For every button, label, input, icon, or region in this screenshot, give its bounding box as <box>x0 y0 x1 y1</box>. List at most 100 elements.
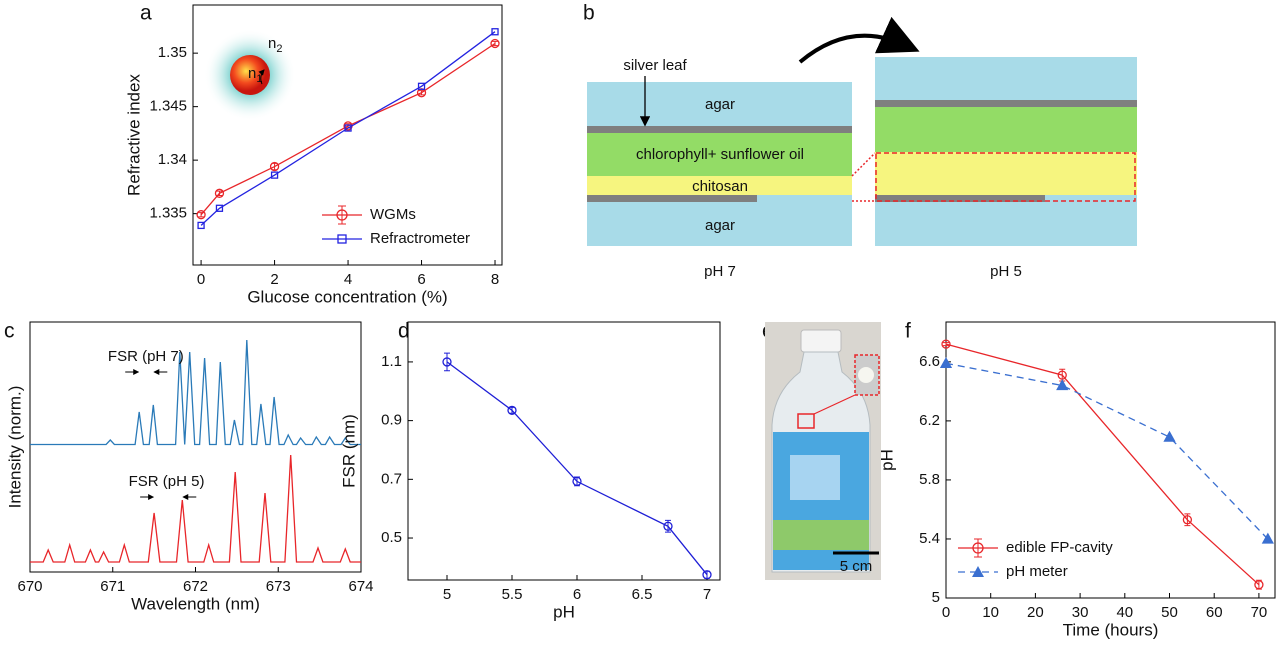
x-tick-label: 4 <box>344 271 352 288</box>
marker <box>214 188 225 198</box>
oil-layer <box>587 133 852 176</box>
x-axis-label: Time (hours) <box>1063 620 1159 639</box>
agar-layer <box>587 82 852 126</box>
marker <box>1254 580 1264 590</box>
panel-label: d <box>398 320 410 343</box>
legend-label: pH meter <box>1006 563 1068 580</box>
x-tick-label: 40 <box>1116 604 1133 621</box>
inset-label-base: n <box>248 65 256 82</box>
x-tick-label: 7 <box>703 586 711 603</box>
zoom-line <box>851 152 876 177</box>
agar-layer <box>875 195 1137 246</box>
inset-label-sub: 2 <box>276 43 282 55</box>
x-tick-label: 30 <box>1072 604 1089 621</box>
photo: 5 cm <box>765 322 881 580</box>
marker <box>196 210 206 220</box>
diagram-label: silver leaf <box>623 57 687 74</box>
inset-arrow <box>258 69 265 85</box>
diagram: silver leaf agar chlorophyll+ sunflower … <box>587 16 1137 280</box>
x-tick-label: 20 <box>1027 604 1044 621</box>
bottle-label-grass <box>773 520 869 550</box>
marker <box>1163 430 1176 442</box>
panel-label: c <box>4 320 15 343</box>
panel-label: b <box>583 2 595 25</box>
x-tick-label: 6.5 <box>632 586 653 603</box>
marker <box>507 405 517 415</box>
inset-label: n1 <box>248 65 262 85</box>
sample <box>858 367 874 383</box>
y-tick-label: 5.4 <box>919 530 940 547</box>
legend-swatch <box>338 205 346 225</box>
x-axis-label: pH <box>553 602 575 621</box>
series-line <box>30 339 361 446</box>
x-tick-label: 60 <box>1206 604 1223 621</box>
silver-layer <box>587 126 852 133</box>
y-tick-label: 1.35 <box>158 44 187 61</box>
plot-frame <box>945 321 1276 599</box>
x-tick-label: 674 <box>348 578 373 595</box>
marker <box>344 124 352 132</box>
marker <box>442 357 452 367</box>
legend-swatch <box>337 234 347 244</box>
marker <box>1056 379 1069 391</box>
zoom-line <box>813 394 856 415</box>
y-tick-label: 1.1 <box>381 353 402 370</box>
legend-label: WGMs <box>370 206 416 223</box>
marker <box>417 82 426 90</box>
error-bar <box>418 90 425 96</box>
y-tick-label: 1.345 <box>149 98 187 115</box>
scale-bar-label: 5 cm <box>840 558 873 575</box>
marker <box>663 521 673 531</box>
y-tick-label: 0.5 <box>381 529 402 546</box>
diagram-label: agar <box>705 217 735 234</box>
diagram-label: chitosan <box>692 178 748 195</box>
agar-layer <box>875 57 1137 100</box>
x-tick-label: 2 <box>270 271 278 288</box>
y-tick-label: 6.6 <box>919 353 940 370</box>
chitosan-layer <box>587 176 852 195</box>
error-bar <box>444 352 450 372</box>
series-line <box>200 42 496 216</box>
legend-swatch <box>972 542 984 554</box>
y-axis-label: Refractive index <box>124 74 143 196</box>
panel-label: f <box>905 320 911 343</box>
error-bar <box>943 342 949 347</box>
marker <box>1261 532 1274 544</box>
error-bar <box>216 190 223 196</box>
x-tick-label: 70 <box>1251 604 1268 621</box>
silver-layer <box>587 195 757 202</box>
y-axis-label: Intensity (norm.) <box>5 386 24 509</box>
error-bar <box>271 162 278 171</box>
sample-box <box>797 413 815 429</box>
y-tick-label: 5 <box>932 589 940 606</box>
marker <box>197 221 205 230</box>
legend-label: Refractrometer <box>370 230 470 247</box>
legend-swatch <box>972 566 984 577</box>
diagram-label: agar <box>705 96 735 113</box>
legend-swatch <box>974 538 982 558</box>
x-tick-label: 6 <box>573 586 581 603</box>
x-tick-label: 6 <box>417 271 425 288</box>
marker <box>939 356 953 368</box>
marker <box>572 476 582 487</box>
x-tick-label: 670 <box>17 578 42 595</box>
agar-layer <box>587 195 852 246</box>
marker <box>941 339 951 349</box>
x-tick-label: 672 <box>183 578 208 595</box>
inset-label: n2 <box>268 35 282 55</box>
series-line <box>945 362 1269 540</box>
annotation: FSR (pH 5) <box>129 473 205 490</box>
plot-frame <box>29 321 362 573</box>
error-bar <box>198 212 205 218</box>
oil-layer <box>875 107 1137 152</box>
y-tick-label: 1.335 <box>149 205 187 222</box>
annotation: FSR (pH 7) <box>108 348 184 365</box>
x-tick-label: 671 <box>100 578 125 595</box>
inset-label-sub: 1 <box>256 73 262 85</box>
legend-swatch <box>336 209 348 221</box>
inset-sphere <box>230 55 270 95</box>
y-tick-label: 1.34 <box>158 151 187 168</box>
y-tick-label: 0.9 <box>381 412 402 429</box>
x-tick-label: 50 <box>1161 604 1178 621</box>
